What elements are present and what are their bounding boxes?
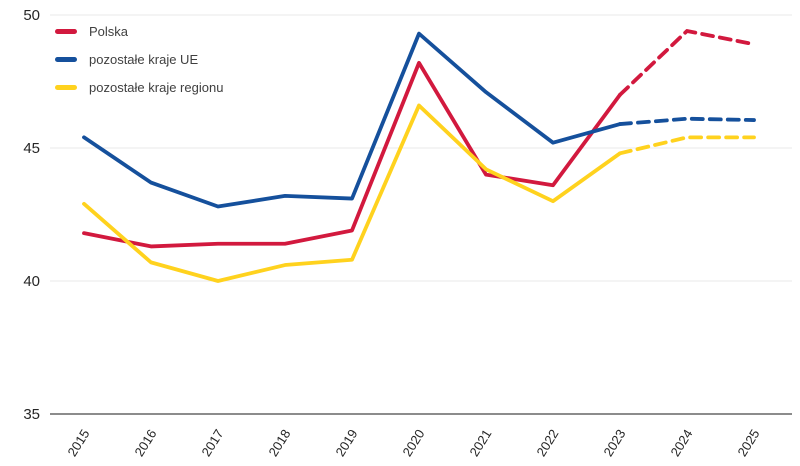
x-tick-label: 2021 <box>466 427 494 459</box>
x-tick-label: 2019 <box>332 427 360 459</box>
x-tick-label: 2025 <box>734 427 762 459</box>
x-tick-label: 2022 <box>533 427 561 459</box>
legend-label-region: pozostałe kraje regionu <box>89 80 224 95</box>
x-tick-label: 2020 <box>399 427 427 459</box>
legend-label-ue: pozostałe kraje UE <box>89 52 199 67</box>
legend-item-polska: Polska <box>55 25 223 38</box>
y-tick-label: 35 <box>23 406 40 423</box>
series-line-2 <box>82 103 622 283</box>
series-forecast-1 <box>618 116 756 126</box>
y-tick-label: 40 <box>23 273 40 290</box>
legend-swatch-ue <box>55 57 77 62</box>
legend-swatch-polska <box>55 29 77 34</box>
series-forecast-2 <box>618 135 756 156</box>
x-tick-label: 2016 <box>131 427 159 459</box>
legend-item-region: pozostałe kraje regionu <box>55 81 223 94</box>
x-tick-label: 2018 <box>265 427 293 459</box>
chart-legend: Polska pozostałe kraje UE pozostałe kraj… <box>55 25 223 94</box>
x-tick-label: 2015 <box>64 427 92 459</box>
x-tick-label: 2024 <box>667 427 695 459</box>
legend-swatch-region <box>55 85 77 90</box>
series-forecast-0 <box>618 29 756 97</box>
series-line-0 <box>82 60 622 249</box>
legend-item-ue: pozostałe kraje UE <box>55 53 223 66</box>
x-tick-label: 2023 <box>600 427 628 459</box>
series-line-1 <box>82 31 622 209</box>
y-tick-label: 45 <box>23 140 40 157</box>
y-tick-label: 50 <box>23 7 40 24</box>
x-tick-label: 2017 <box>198 427 226 459</box>
legend-label-polska: Polska <box>89 24 129 39</box>
